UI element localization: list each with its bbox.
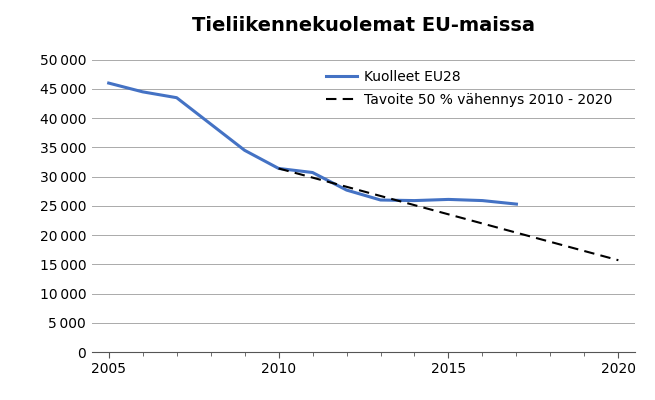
Kuolleet EU28: [377, 198, 384, 202]
Kuolleet EU28: [343, 188, 350, 192]
Kuolleet EU28: [512, 202, 520, 206]
Kuolleet EU28: [479, 198, 487, 203]
Legend: Kuolleet EU28, Tavoite 50 % vähennys 2010 - 2020: Kuolleet EU28, Tavoite 50 % vähennys 201…: [320, 64, 618, 113]
Kuolleet EU28: [139, 90, 147, 94]
Kuolleet EU28: [309, 170, 316, 175]
Kuolleet EU28: [207, 122, 215, 126]
Kuolleet EU28: [274, 166, 282, 171]
Tavoite 50 % vähennys 2010 - 2020: [274, 166, 282, 171]
Kuolleet EU28: [445, 197, 453, 202]
Kuolleet EU28: [105, 81, 113, 86]
Line: Kuolleet EU28: Kuolleet EU28: [109, 83, 516, 204]
Kuolleet EU28: [411, 198, 419, 203]
Tavoite 50 % vähennys 2010 - 2020: [614, 258, 622, 263]
Line: Tavoite 50 % vähennys 2010 - 2020: Tavoite 50 % vähennys 2010 - 2020: [278, 168, 618, 260]
Title: Tieliikennekuolemat EU-maissa: Tieliikennekuolemat EU-maissa: [192, 16, 535, 35]
Kuolleet EU28: [173, 95, 181, 100]
Kuolleet EU28: [240, 148, 248, 153]
